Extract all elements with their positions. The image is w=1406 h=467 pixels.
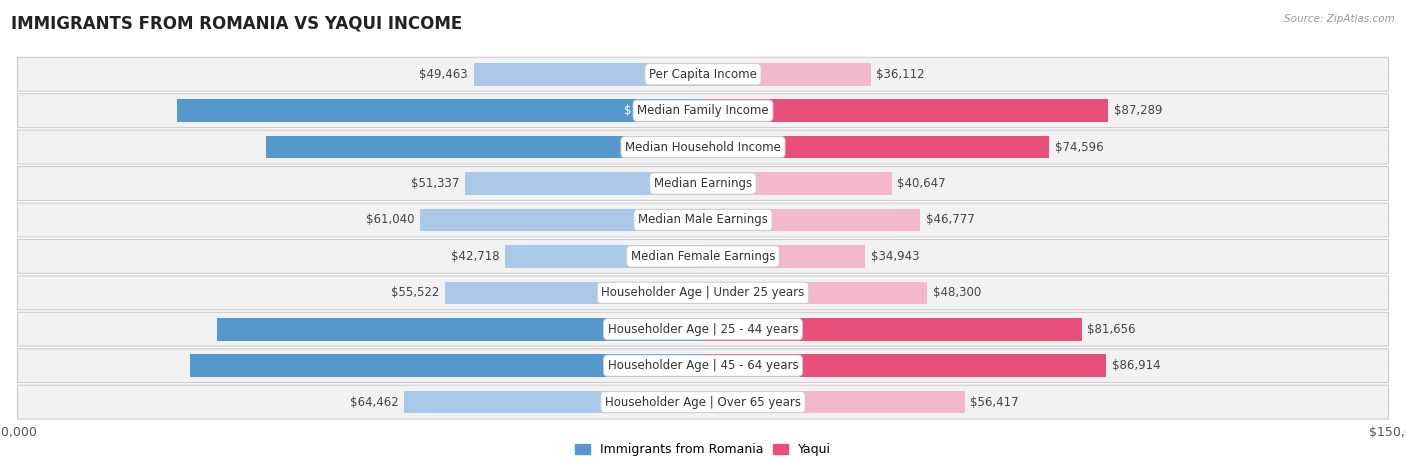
Bar bbox=[505, 245, 703, 268]
Bar bbox=[420, 209, 703, 231]
Text: $110,633: $110,633 bbox=[626, 359, 682, 372]
Text: $64,462: $64,462 bbox=[350, 396, 398, 409]
Text: $61,040: $61,040 bbox=[366, 213, 415, 226]
Bar bbox=[190, 354, 703, 377]
Bar bbox=[474, 63, 703, 85]
Text: Median Earnings: Median Earnings bbox=[654, 177, 752, 190]
Text: $51,337: $51,337 bbox=[411, 177, 460, 190]
Text: Median Male Earnings: Median Male Earnings bbox=[638, 213, 768, 226]
Text: IMMIGRANTS FROM ROMANIA VS YAQUI INCOME: IMMIGRANTS FROM ROMANIA VS YAQUI INCOME bbox=[11, 14, 463, 32]
Text: $86,914: $86,914 bbox=[1112, 359, 1160, 372]
Bar bbox=[703, 172, 891, 195]
Text: Median Family Income: Median Family Income bbox=[637, 104, 769, 117]
FancyBboxPatch shape bbox=[17, 203, 1389, 237]
Text: $48,300: $48,300 bbox=[932, 286, 981, 299]
Bar bbox=[177, 99, 703, 122]
Bar bbox=[703, 354, 1107, 377]
Text: Median Household Income: Median Household Income bbox=[626, 141, 780, 154]
Text: $56,417: $56,417 bbox=[970, 396, 1019, 409]
Bar bbox=[404, 391, 703, 413]
Text: $94,222: $94,222 bbox=[637, 141, 686, 154]
Bar bbox=[446, 282, 703, 304]
Bar bbox=[703, 245, 865, 268]
Text: Householder Age | Under 25 years: Householder Age | Under 25 years bbox=[602, 286, 804, 299]
Text: $81,656: $81,656 bbox=[1087, 323, 1136, 336]
Bar bbox=[703, 136, 1049, 158]
Bar bbox=[703, 99, 1108, 122]
Bar bbox=[266, 136, 703, 158]
Text: $40,647: $40,647 bbox=[897, 177, 946, 190]
Text: $104,713: $104,713 bbox=[630, 323, 686, 336]
Bar bbox=[703, 391, 965, 413]
Text: Householder Age | 45 - 64 years: Householder Age | 45 - 64 years bbox=[607, 359, 799, 372]
FancyBboxPatch shape bbox=[17, 57, 1389, 91]
Text: $34,943: $34,943 bbox=[870, 250, 920, 263]
FancyBboxPatch shape bbox=[17, 276, 1389, 310]
Bar bbox=[465, 172, 703, 195]
Text: Householder Age | Over 65 years: Householder Age | Over 65 years bbox=[605, 396, 801, 409]
FancyBboxPatch shape bbox=[17, 312, 1389, 346]
FancyBboxPatch shape bbox=[17, 240, 1389, 273]
Bar bbox=[703, 209, 920, 231]
Text: $42,718: $42,718 bbox=[450, 250, 499, 263]
FancyBboxPatch shape bbox=[17, 94, 1389, 127]
Text: Per Capita Income: Per Capita Income bbox=[650, 68, 756, 81]
Text: Median Female Earnings: Median Female Earnings bbox=[631, 250, 775, 263]
FancyBboxPatch shape bbox=[17, 349, 1389, 382]
Text: $55,522: $55,522 bbox=[391, 286, 440, 299]
Text: $74,596: $74,596 bbox=[1054, 141, 1104, 154]
Bar bbox=[703, 318, 1081, 340]
Bar bbox=[217, 318, 703, 340]
Text: $113,434: $113,434 bbox=[624, 104, 681, 117]
Bar bbox=[703, 63, 870, 85]
Text: $46,777: $46,777 bbox=[925, 213, 974, 226]
FancyBboxPatch shape bbox=[17, 167, 1389, 200]
FancyBboxPatch shape bbox=[17, 385, 1389, 419]
Text: $36,112: $36,112 bbox=[876, 68, 925, 81]
Text: $49,463: $49,463 bbox=[419, 68, 468, 81]
Text: $87,289: $87,289 bbox=[1114, 104, 1163, 117]
Bar bbox=[703, 282, 927, 304]
FancyBboxPatch shape bbox=[17, 130, 1389, 164]
Text: Source: ZipAtlas.com: Source: ZipAtlas.com bbox=[1284, 14, 1395, 24]
Legend: Immigrants from Romania, Yaqui: Immigrants from Romania, Yaqui bbox=[569, 439, 837, 461]
Text: Householder Age | 25 - 44 years: Householder Age | 25 - 44 years bbox=[607, 323, 799, 336]
